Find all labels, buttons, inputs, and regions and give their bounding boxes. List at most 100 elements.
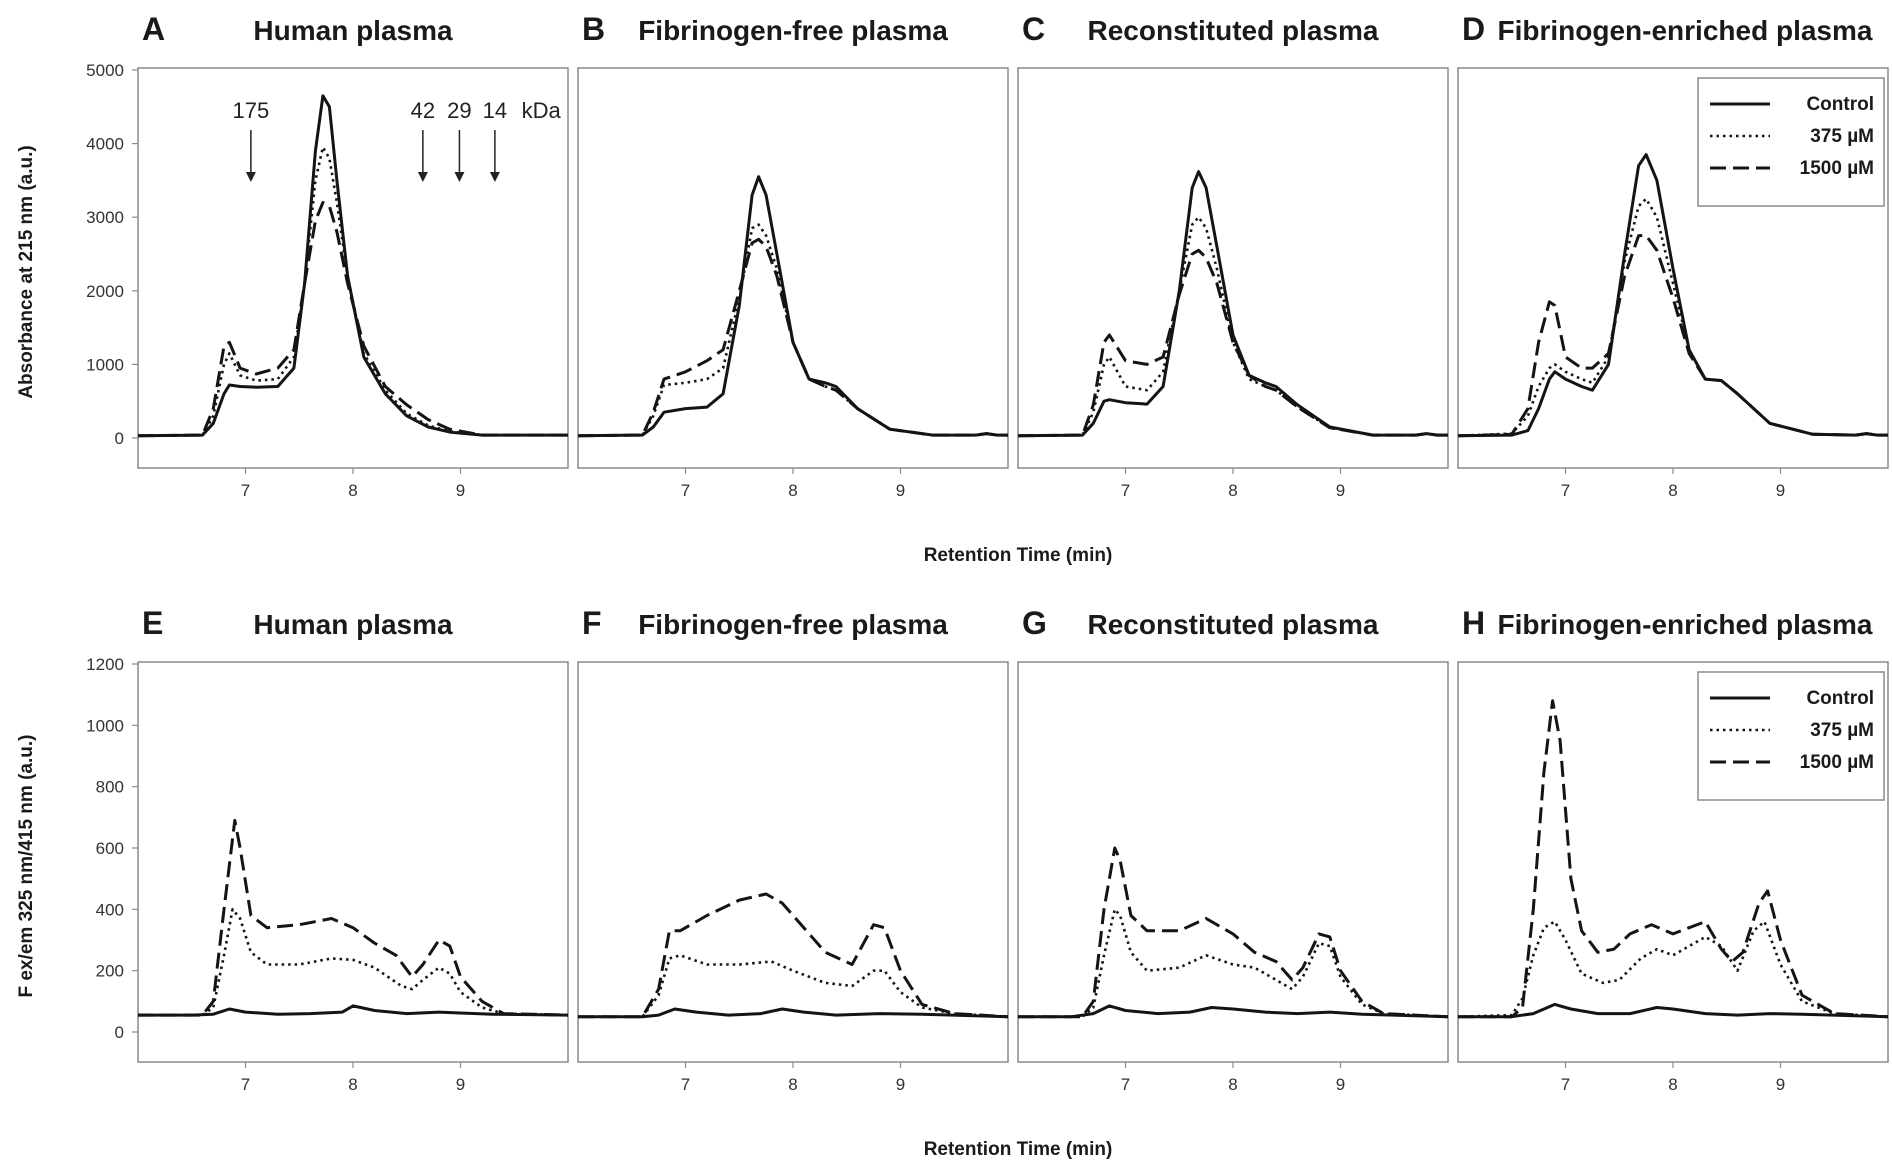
series-line-dashed bbox=[137, 201, 568, 438]
y-tick-label: 400 bbox=[96, 900, 124, 919]
y-tick-label: 5000 bbox=[86, 61, 124, 80]
x-tick-label: 7 bbox=[241, 481, 250, 500]
y-tick-label: 200 bbox=[96, 962, 124, 981]
mw-unit-label: kDa bbox=[522, 98, 562, 123]
series-line-solid bbox=[1458, 1002, 1889, 1019]
series-line-dashed bbox=[577, 237, 1008, 438]
panel-letter: B bbox=[582, 11, 605, 47]
x-tick-label: 7 bbox=[1561, 481, 1570, 500]
legend-box bbox=[1697, 671, 1885, 801]
series-line-dashed bbox=[138, 818, 569, 1017]
x-tick-label: 9 bbox=[456, 481, 465, 500]
series-line-dashed bbox=[1458, 699, 1889, 1019]
panel-title: Fibrinogen-free plasma bbox=[638, 15, 948, 46]
x-tick-label: 7 bbox=[1121, 481, 1130, 500]
y-tick-label: 600 bbox=[96, 839, 124, 858]
plot-frame bbox=[1017, 661, 1449, 1063]
y-tick-label: 0 bbox=[115, 1023, 124, 1042]
panel-letter: D bbox=[1462, 11, 1485, 47]
panel-letter: H bbox=[1462, 605, 1485, 641]
x-tick-label: 9 bbox=[1776, 481, 1785, 500]
series-line-dotted bbox=[138, 908, 569, 1017]
y-tick-label: 2000 bbox=[86, 282, 124, 301]
panel-b: B Fibrinogen-free plasma 7 8 9 bbox=[577, 11, 1009, 500]
panel-title: Reconstituted plasma bbox=[1088, 609, 1379, 640]
plot-frame bbox=[137, 661, 569, 1063]
x-tick-label: 8 bbox=[348, 481, 357, 500]
x-tick-label: 7 bbox=[681, 481, 690, 500]
panel-a: A Human plasma 7 8 9 0 1000 2000 3000 4000 5000 175… bbox=[86, 11, 569, 500]
plot-frame bbox=[137, 67, 569, 469]
x-tick-label: 8 bbox=[1228, 481, 1237, 500]
panel-d: D Fibrinogen-enriched plasma 7 8 9 Control 375… bbox=[1457, 11, 1889, 500]
series-line-dashed bbox=[1457, 234, 1888, 438]
plot-frame bbox=[577, 661, 1009, 1063]
legend-box bbox=[1697, 77, 1885, 207]
x-tick-label: 8 bbox=[1668, 1075, 1677, 1094]
plot-frame bbox=[577, 67, 1009, 469]
panel-f: F Fibrinogen-free plasma 7 8 9 bbox=[577, 605, 1009, 1094]
series-line-dotted bbox=[578, 954, 1009, 1018]
mw-marker-label: 29 bbox=[447, 98, 471, 123]
legend-label: 375 µM bbox=[1810, 720, 1874, 741]
y-tick-label: 4000 bbox=[86, 135, 124, 154]
top-y-axis-title: Absorbance at 215 nm (a.u.) bbox=[16, 145, 37, 398]
mw-marker-label: 42 bbox=[411, 98, 435, 123]
y-tick-label: 800 bbox=[96, 778, 124, 797]
x-tick-label: 9 bbox=[1336, 481, 1345, 500]
x-tick-label: 7 bbox=[1121, 1075, 1130, 1094]
panel-title: Fibrinogen-free plasma bbox=[638, 609, 948, 640]
panel-letter: G bbox=[1022, 605, 1047, 641]
panel-title: Fibrinogen-enriched plasma bbox=[1498, 15, 1873, 46]
mw-marker-arrowhead bbox=[417, 172, 428, 182]
legend: Control 375 µM 1500 µM bbox=[1697, 77, 1885, 207]
legend-label: Control bbox=[1806, 688, 1874, 709]
panel-letter: F bbox=[582, 605, 602, 641]
panel-e: E Human plasma 7 8 9 0 200 400 600 800 1000 1200 bbox=[86, 605, 569, 1094]
series-line-dashed bbox=[578, 892, 1009, 1019]
y-tick-label: 1000 bbox=[86, 355, 124, 374]
x-tick-label: 9 bbox=[456, 1075, 465, 1094]
mw-marker-arrowhead bbox=[245, 172, 256, 182]
series-line-solid bbox=[1018, 1004, 1449, 1019]
y-tick-label: 0 bbox=[115, 429, 124, 448]
y-tick-label: 3000 bbox=[86, 208, 124, 227]
mw-marker-arrowhead bbox=[454, 172, 465, 182]
x-tick-label: 9 bbox=[896, 1075, 905, 1094]
series-line-dotted bbox=[1457, 920, 1889, 1018]
x-tick-label: 9 bbox=[1776, 1075, 1785, 1094]
x-tick-label: 7 bbox=[241, 1075, 250, 1094]
mw-marker-label: 14 bbox=[483, 98, 507, 123]
panel-h: H Fibrinogen-enriched plasma 7 8 9 Control 375… bbox=[1457, 605, 1889, 1094]
series-line-solid bbox=[137, 94, 568, 438]
mw-marker-arrowhead bbox=[489, 172, 500, 182]
legend-label: 1500 µM bbox=[1800, 158, 1874, 179]
series-line-solid bbox=[578, 1007, 1009, 1019]
bottom-y-axis-title: F ex/em 325 nm/415 nm (a.u.) bbox=[16, 735, 37, 998]
top-x-axis-title: Retention Time (min) bbox=[924, 545, 1113, 566]
x-tick-label: 8 bbox=[348, 1075, 357, 1094]
series-line-dotted bbox=[1017, 215, 1448, 438]
series-line-solid bbox=[138, 1004, 569, 1017]
panel-title: Reconstituted plasma bbox=[1088, 15, 1379, 46]
series-line-dashed bbox=[1018, 846, 1449, 1019]
series-line-dotted bbox=[137, 146, 568, 438]
plot-frame bbox=[1017, 67, 1449, 469]
x-tick-label: 9 bbox=[1336, 1075, 1345, 1094]
panel-letter: C bbox=[1022, 11, 1045, 47]
series-line-dashed bbox=[1017, 248, 1448, 438]
bottom-x-axis-title: Retention Time (min) bbox=[924, 1139, 1113, 1160]
x-tick-label: 7 bbox=[681, 1075, 690, 1094]
legend-label: 1500 µM bbox=[1800, 752, 1874, 773]
x-tick-label: 8 bbox=[1228, 1075, 1237, 1094]
panel-title: Fibrinogen-enriched plasma bbox=[1498, 609, 1873, 640]
panel-letter: A bbox=[142, 11, 165, 47]
x-tick-label: 8 bbox=[788, 1075, 797, 1094]
panel-c: C Reconstituted plasma 7 8 9 bbox=[1017, 11, 1449, 500]
x-tick-label: 7 bbox=[1561, 1075, 1570, 1094]
x-tick-label: 8 bbox=[788, 481, 797, 500]
panel-title: Human plasma bbox=[253, 15, 453, 46]
mw-marker-label: 175 bbox=[233, 98, 270, 123]
